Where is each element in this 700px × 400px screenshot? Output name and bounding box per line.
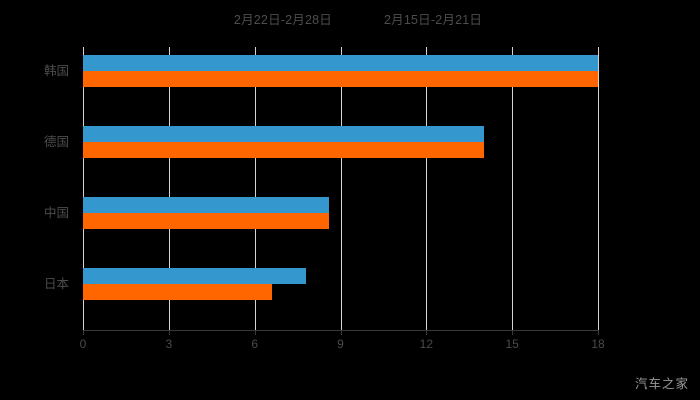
legend-item-series-1[interactable]: 2月22日-2月28日 [218,9,332,28]
gridline-x-5 [512,47,514,330]
x-tick-label-5: 15 [505,337,519,351]
bar-series-1[interactable] [83,196,330,213]
y-axis-category-label: 韩国 [43,64,69,79]
bar-group: 中国 [44,196,598,229]
x-tick-mark-2 [254,331,256,335]
x-tick-label-3: 9 [337,337,344,351]
bar-series-1[interactable] [83,126,484,143]
legend-marker-circle-icon [218,14,227,23]
x-tick-label-1: 3 [165,337,173,351]
x-axis-line [83,330,599,331]
bar-series-2[interactable] [83,142,484,159]
y-axis-category-label: 德国 [43,135,69,150]
x-tick-label-2: 6 [251,337,258,351]
x-tick-mark-1 [168,331,170,335]
x-tick-label-4: 12 [419,337,434,351]
x-tick-mark-6 [598,331,599,335]
bar-group: 日本 [44,267,598,300]
y-axis-category-label: 中国 [43,205,69,220]
watermark: 汽车之家 [634,377,689,391]
gridline-x-0 [83,47,84,330]
bar-group: 德国 [44,126,598,159]
gridline-x-4 [426,47,428,330]
legend-item-series-2[interactable]: 2月15日-2月21日 [368,9,482,28]
y-axis-category-label: 日本 [43,276,69,291]
bar-series-2[interactable] [83,283,272,300]
bar-series-2[interactable] [83,212,330,229]
x-tick-label-6: 18 [591,337,605,351]
x-tick-mark-0 [83,331,84,335]
gridline-x-6 [598,47,599,330]
bar-group: 韩国 [44,55,598,88]
gridline-x-3 [340,47,342,330]
x-tick-mark-3 [340,331,342,335]
legend-label-series-2: 2月15日-2月21日 [384,13,483,27]
plot-area: 韩国 德国 中国 日本 [44,47,599,330]
x-tick-label-0: 0 [79,337,87,351]
bar-series-1[interactable] [83,55,598,72]
gridline-x-2 [254,47,256,330]
legend-marker-square-icon [368,14,377,23]
x-tick-mark-4 [426,331,428,335]
x-tick-mark-5 [512,331,514,335]
bar-series-1[interactable] [83,267,307,284]
bar-series-2[interactable] [83,71,598,88]
legend-label-series-1: 2月22日-2月28日 [233,13,332,27]
chart-legend: 2月22日-2月28日 2月15日-2月21日 [0,9,700,28]
gridline-x-1 [168,47,170,330]
